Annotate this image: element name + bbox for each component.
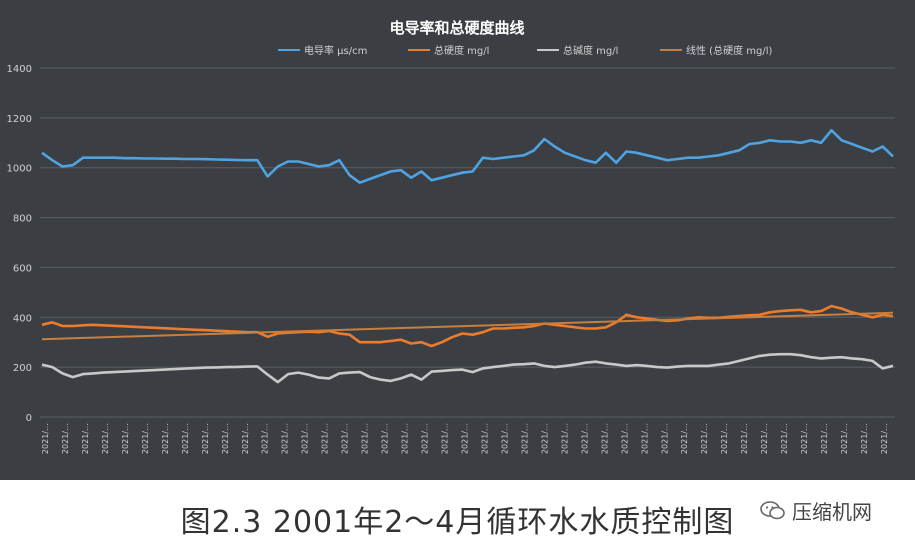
x-tick-label: 2021/…: [620, 423, 629, 454]
x-tick-label: 2021/…: [820, 423, 829, 454]
x-tick-label: 2021/…: [361, 423, 370, 454]
x-tick-label: 2021/…: [580, 423, 589, 454]
x-tick-label: 2021/…: [301, 423, 310, 454]
x-tick-label: 2021/…: [381, 423, 390, 454]
x-tick-label: 2021/…: [281, 423, 290, 454]
x-tick-label: 2021/…: [181, 423, 190, 454]
x-tick-label: 2021/…: [640, 423, 649, 454]
legend-label: 电导率 μs/cm: [304, 44, 367, 57]
x-tick-label: 2021/…: [341, 423, 350, 454]
series-line: [41, 304, 894, 348]
y-tick-label: 0: [26, 413, 32, 424]
x-tick-label: 2021/…: [201, 423, 210, 454]
figure-caption: 图2.3 2001年2～4月循环水水质控制图: [180, 505, 735, 540]
y-tick-label: 400: [13, 313, 32, 324]
y-tick-label: 200: [13, 363, 32, 374]
x-tick-label: 2021/…: [840, 423, 849, 454]
legend-label: 线性 (总硬度 mg/l): [686, 44, 772, 57]
x-tick-label: 2021/…: [441, 423, 450, 454]
x-tick-label: 2021/…: [880, 423, 889, 454]
x-tick-label: 2021/…: [540, 423, 549, 454]
series-line: [41, 311, 894, 341]
chart-panel: 电导率和总硬度曲线 0 200 400 600 800 1000 1200 1400 2021/……: [0, 0, 915, 480]
watermark: 压缩机网: [760, 496, 872, 525]
x-tick-label: 2021/…: [700, 423, 709, 454]
x-tick-label: 2021/…: [740, 423, 749, 454]
x-tick-label: 2021/…: [41, 423, 50, 454]
x-tick-label: 2021/…: [500, 423, 509, 454]
y-tick-label: 1400: [7, 64, 32, 75]
x-tick-label: 2021/…: [261, 423, 270, 454]
x-tick-label: 2021/…: [81, 423, 90, 454]
y-tick-label: 800: [13, 214, 32, 225]
legend-label: 总硬度 mg/l: [434, 44, 489, 57]
x-tick-label: 2021/…: [600, 423, 609, 454]
x-tick-label: 2021/…: [101, 423, 110, 454]
chart-title: 电导率和总硬度曲线: [389, 19, 524, 37]
series-line: [41, 352, 894, 384]
x-tick-label: 2021/…: [321, 423, 330, 454]
watermark-text: 压缩机网: [792, 500, 872, 524]
x-tick-label: 2021/…: [680, 423, 689, 454]
x-tick-label: 2021/…: [860, 423, 869, 454]
x-tick-label: 2021/…: [221, 423, 230, 454]
x-tick-label: 2021/…: [800, 423, 809, 454]
x-tick-label: 2021/…: [520, 423, 529, 454]
x-tick-label: 2021/…: [241, 423, 250, 454]
wechat-icon: [760, 500, 785, 519]
legend-label: 总碱度 mg/l: [563, 44, 618, 57]
x-tick-label: 2021/…: [141, 423, 150, 454]
x-tick-label: 2021/…: [780, 423, 789, 454]
y-tick-label: 600: [13, 263, 32, 274]
x-tick-label: 2021/…: [720, 423, 729, 454]
x-tick-label: 2021/…: [161, 423, 170, 454]
x-tick-label: 2021/…: [121, 423, 130, 454]
series-line: [41, 129, 894, 184]
y-tick-label: 1200: [7, 114, 32, 125]
y-tick-label: 1000: [7, 164, 32, 175]
x-tick-label: 2021/…: [660, 423, 669, 454]
x-tick-label: 2021/…: [61, 423, 70, 454]
x-tick-label: 2021/…: [461, 423, 470, 454]
x-tick-label: 2021/…: [401, 423, 410, 454]
line-chart: 电导率和总硬度曲线 0 200 400 600 800 1000 1200 1400 2021/……: [7, 19, 895, 454]
x-tick-label: 2021/…: [421, 423, 430, 454]
x-tick-label: 2021/…: [560, 423, 569, 454]
x-tick-label: 2021/…: [480, 423, 489, 454]
x-tick-label: 2021/…: [760, 423, 769, 454]
